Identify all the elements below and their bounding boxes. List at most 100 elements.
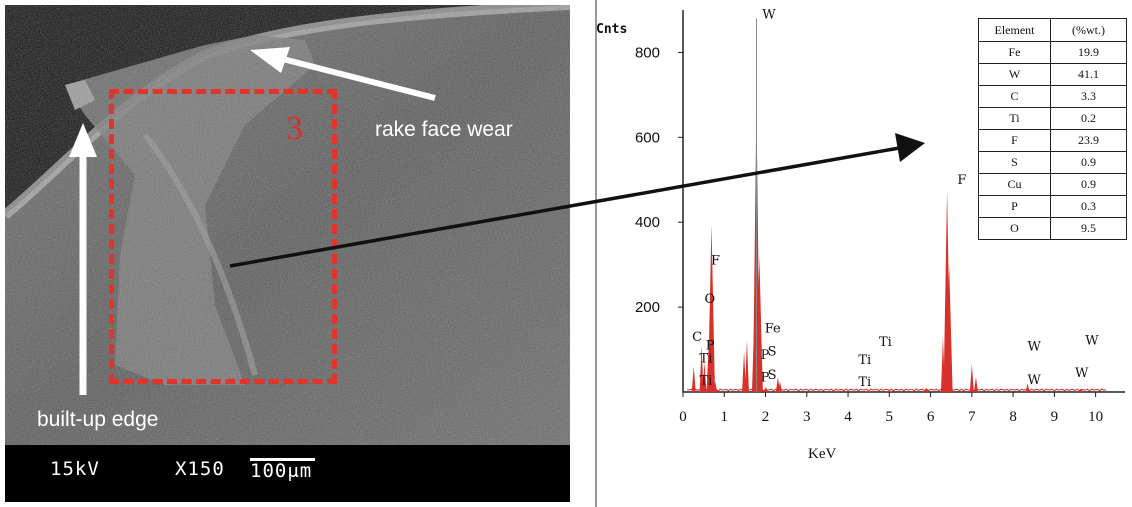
table-header-row: Element (%wt.) bbox=[978, 18, 1127, 42]
table-cell-element: Ti bbox=[978, 107, 1051, 130]
spectrum-peak bbox=[777, 381, 782, 392]
table-row: W 41.1 bbox=[978, 63, 1127, 86]
table-cell-value: 0.9 bbox=[1050, 173, 1127, 196]
table-cell-value: 3.3 bbox=[1050, 85, 1127, 108]
table-row: O 9.5 bbox=[978, 217, 1127, 240]
table-cell-element: Fe bbox=[978, 41, 1051, 64]
table-cell-element: S bbox=[978, 151, 1051, 174]
built-up-edge-label: built-up edge bbox=[37, 408, 159, 431]
table-header-element: Element bbox=[978, 18, 1051, 42]
peak-label: W bbox=[1085, 333, 1099, 348]
composition-table: Element (%wt.) Fe 19.9 W 41.1 C 3.3 Ti 0.2 F… bbox=[978, 18, 1127, 240]
peak-label: W bbox=[1075, 366, 1089, 381]
spectrum-peak bbox=[691, 366, 696, 392]
spectrum-peak bbox=[833, 390, 838, 392]
y-axis-label: Cnts bbox=[596, 22, 628, 37]
sem-scale-bar bbox=[250, 458, 315, 461]
x-tick-label: 8 bbox=[1009, 409, 1017, 425]
x-tick-label: 7 bbox=[968, 409, 976, 425]
x-tick-label: 0 bbox=[679, 409, 687, 425]
peak-label: W bbox=[1028, 339, 1042, 354]
table-cell-element: F bbox=[978, 129, 1051, 152]
peak-label: S bbox=[768, 344, 777, 359]
y-tick-label: 400 bbox=[635, 214, 660, 231]
table-row: S 0.9 bbox=[978, 151, 1127, 174]
table-row: P 0.3 bbox=[978, 195, 1127, 218]
table-cell-value: 19.9 bbox=[1050, 41, 1127, 64]
spectrum-peak bbox=[1079, 388, 1084, 392]
peak-label: Ti bbox=[858, 353, 871, 368]
x-tick-label: 9 bbox=[1051, 409, 1059, 425]
table-cell-value: 0.9 bbox=[1050, 151, 1127, 174]
peak-label: P bbox=[761, 370, 770, 385]
peak-label: W bbox=[1028, 373, 1042, 388]
spectrum-peak bbox=[707, 224, 715, 392]
x-tick-label: 1 bbox=[721, 409, 729, 425]
sem-info-bar bbox=[5, 445, 570, 502]
rake-arrow-icon bbox=[250, 47, 290, 73]
connector-arrow-icon bbox=[895, 133, 925, 162]
spectrum-peak bbox=[763, 386, 768, 392]
table-cell-element: O bbox=[978, 217, 1051, 240]
spectrum-peak bbox=[713, 381, 718, 392]
y-tick-label: 200 bbox=[635, 299, 660, 316]
spectrum-peak bbox=[744, 340, 749, 392]
table-cell-element: W bbox=[978, 63, 1051, 86]
peak-label: W bbox=[762, 7, 776, 22]
eds-ticks: 0 1 2 3 4 5 6 7 8 9 10 200 400 600 800 bbox=[635, 44, 1103, 425]
table-cell-element: C bbox=[978, 85, 1051, 108]
table-row: Cu 0.9 bbox=[978, 173, 1127, 196]
x-tick-label: 3 bbox=[803, 409, 811, 425]
peak-label: F bbox=[711, 254, 720, 269]
table-cell-value: 0.2 bbox=[1050, 107, 1127, 130]
x-tick-label: 10 bbox=[1088, 409, 1103, 425]
peak-label: C bbox=[692, 330, 702, 345]
y-tick-label: 600 bbox=[635, 129, 660, 146]
table-cell-value: 41.1 bbox=[1050, 63, 1127, 86]
peak-label: P bbox=[706, 339, 715, 354]
sem-scale-label: 100μm bbox=[250, 460, 313, 482]
table-cell-value: 0.3 bbox=[1050, 195, 1127, 218]
spectrum-peak bbox=[969, 364, 974, 392]
x-tick-label: 6 bbox=[927, 409, 935, 425]
table-cell-value: 23.9 bbox=[1050, 129, 1127, 152]
eds-axes bbox=[595, 0, 1125, 507]
table-header-wt: (%wt.) bbox=[1050, 18, 1127, 42]
sem-image bbox=[5, 5, 570, 445]
peak-label: Ti bbox=[879, 335, 892, 350]
rake-face-wear-label: rake face wear bbox=[375, 118, 513, 141]
sem-arrows bbox=[69, 47, 436, 395]
table-row: C 3.3 bbox=[978, 85, 1127, 108]
bue-arrow-icon bbox=[69, 123, 97, 157]
sem-micrograph: 3 rake face wear built-up edge 15kV X150… bbox=[5, 5, 570, 502]
baseline-noise bbox=[687, 388, 1107, 392]
spectrum-peak bbox=[973, 377, 978, 392]
peak-label: Ti bbox=[858, 375, 871, 390]
eds-bars bbox=[691, 18, 1084, 392]
peak-label: Fe bbox=[765, 322, 781, 337]
sem-voltage: 15kV bbox=[50, 458, 100, 480]
spectrum-peak bbox=[702, 362, 707, 392]
table-row: F 23.9 bbox=[978, 129, 1127, 152]
x-tick-label: 2 bbox=[762, 409, 770, 425]
x-tick-label: 4 bbox=[844, 409, 852, 425]
region-number: 3 bbox=[286, 110, 303, 147]
spectrum-peak bbox=[755, 256, 763, 392]
spectrum-peak bbox=[924, 387, 929, 392]
spectrum-peak bbox=[866, 390, 871, 392]
x-tick-label: 5 bbox=[886, 409, 894, 425]
spectrum-peak bbox=[742, 351, 747, 392]
spectrum-peak bbox=[945, 264, 953, 392]
spectrum-peak bbox=[887, 389, 892, 392]
sem-magnification: X150 bbox=[175, 458, 225, 480]
connector-arrow bbox=[229, 133, 925, 268]
peak-label: O bbox=[704, 292, 715, 307]
peak-label: P bbox=[761, 348, 770, 363]
x-axis-label: KeV bbox=[808, 446, 837, 462]
peak-label: S bbox=[768, 368, 777, 383]
spectrum-peak bbox=[1025, 383, 1030, 392]
analysis-region-box bbox=[109, 89, 337, 384]
spectrum-peak bbox=[699, 345, 704, 392]
